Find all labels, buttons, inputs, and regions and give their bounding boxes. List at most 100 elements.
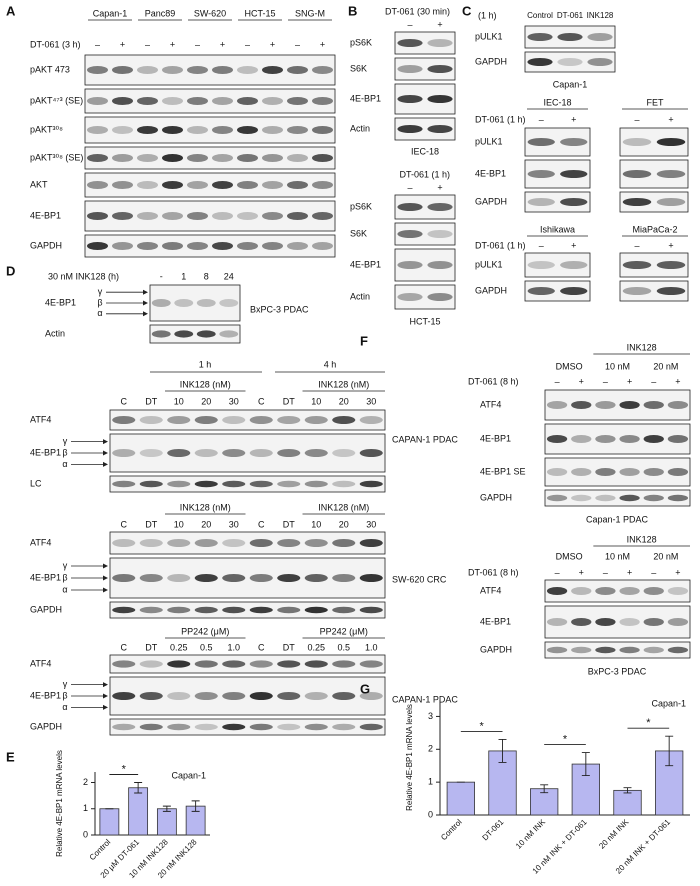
- band: [332, 539, 356, 547]
- row-label: GAPDH: [30, 604, 62, 614]
- band: [112, 660, 136, 668]
- lane-label: 0.5: [337, 642, 350, 652]
- band: [656, 170, 686, 178]
- treatment-label: DT-061 (30 min): [385, 6, 450, 16]
- band: [139, 480, 163, 488]
- band: [174, 330, 194, 338]
- band: [167, 574, 191, 582]
- band: [219, 299, 239, 307]
- isoform-label: α: [62, 702, 67, 712]
- band: [112, 539, 136, 547]
- band: [87, 97, 108, 105]
- band: [312, 97, 333, 105]
- blot-strip: [109, 531, 386, 555]
- band: [571, 468, 592, 476]
- error-bar: [540, 784, 549, 794]
- row-label: ATF4: [480, 585, 501, 595]
- band: [595, 401, 616, 409]
- blot-strip: [544, 579, 691, 603]
- blot-strip: [544, 489, 691, 507]
- error-bar: [623, 787, 632, 794]
- band: [162, 154, 183, 162]
- row-label: GAPDH: [30, 240, 62, 250]
- group-label: Panc89: [145, 8, 176, 18]
- arrow-head: [103, 575, 108, 581]
- blot-strip: [619, 280, 689, 302]
- lane-label: –: [195, 39, 200, 49]
- row-label: pS6K: [350, 201, 372, 211]
- lane-label: 0.25: [307, 642, 325, 652]
- row-label: S6K: [350, 63, 367, 73]
- band: [151, 330, 171, 338]
- band: [619, 468, 640, 476]
- panel-letter: G: [360, 681, 370, 696]
- blot-strip: [109, 475, 386, 493]
- lane-label: C: [121, 642, 128, 652]
- band: [287, 242, 308, 250]
- band: [139, 449, 163, 457]
- isoform-label: α: [97, 308, 102, 318]
- band: [427, 203, 453, 211]
- band: [222, 574, 246, 582]
- band: [277, 480, 301, 488]
- band: [212, 181, 233, 189]
- band: [222, 606, 246, 614]
- row-label: Actin: [350, 291, 370, 301]
- lane-label: DT: [283, 396, 295, 406]
- lane-label: +: [170, 39, 175, 49]
- band: [194, 574, 218, 582]
- band: [560, 287, 588, 295]
- lane-label: +: [675, 376, 680, 386]
- lane-label: DMSO: [556, 551, 583, 561]
- band: [619, 435, 640, 443]
- row-label: LC: [30, 478, 42, 488]
- panel-letter: E: [6, 749, 15, 764]
- caption: HCT-15: [409, 316, 440, 326]
- lane-label: C: [121, 396, 128, 406]
- blot-strip: [149, 324, 241, 344]
- band: [619, 587, 640, 595]
- band: [667, 468, 689, 476]
- band: [277, 449, 301, 457]
- band: [137, 66, 158, 74]
- lane-label: 30: [229, 396, 239, 406]
- band: [546, 494, 568, 502]
- lane-label: –: [651, 376, 656, 386]
- lane-label: +: [437, 19, 442, 29]
- lane-label: 1.0: [365, 642, 378, 652]
- band: [397, 230, 423, 238]
- y-tick-label: 1: [428, 777, 433, 787]
- band: [527, 138, 555, 146]
- row-label: 4E-BP1: [30, 447, 61, 457]
- lane-label: 8: [204, 271, 209, 281]
- band: [162, 126, 183, 134]
- band: [332, 449, 356, 457]
- row-label: GAPDH: [480, 492, 512, 502]
- band: [194, 480, 218, 488]
- band: [137, 181, 158, 189]
- band: [139, 692, 163, 700]
- band: [397, 65, 423, 73]
- lane-label: DT: [145, 642, 157, 652]
- band: [304, 480, 328, 488]
- band: [237, 97, 258, 105]
- panel-letter: D: [6, 263, 15, 278]
- band: [527, 261, 555, 269]
- band: [194, 539, 218, 547]
- band: [560, 138, 588, 146]
- band: [112, 212, 133, 220]
- lane-label: +: [270, 39, 275, 49]
- arrow-head: [103, 587, 108, 593]
- lane-label: 20 nM: [653, 551, 678, 561]
- band: [87, 126, 108, 134]
- isoform-label: β: [62, 572, 67, 582]
- lane-label: +: [668, 114, 673, 124]
- band: [249, 692, 273, 700]
- band: [112, 416, 136, 424]
- band: [112, 66, 133, 74]
- arrow-head: [103, 693, 108, 699]
- lane-label: –: [539, 114, 544, 124]
- lane-label: 24: [224, 271, 234, 281]
- lane-label: Control: [527, 11, 553, 20]
- band: [619, 646, 640, 654]
